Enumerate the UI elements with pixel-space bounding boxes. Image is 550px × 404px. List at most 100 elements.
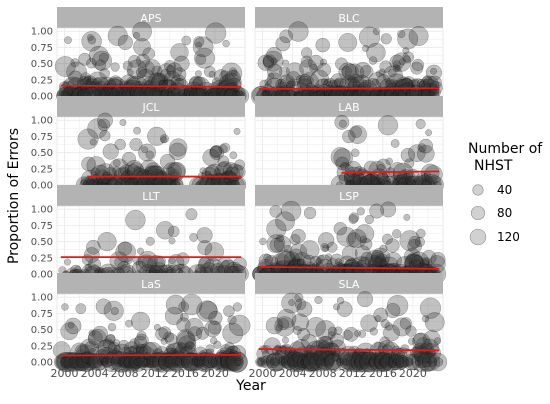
data-point bbox=[338, 62, 357, 81]
data-point bbox=[132, 21, 152, 42]
data-point bbox=[403, 213, 411, 221]
data-point bbox=[182, 353, 200, 371]
data-point bbox=[303, 353, 322, 371]
data-point bbox=[84, 341, 97, 354]
data-point bbox=[151, 65, 163, 77]
data-point bbox=[171, 358, 178, 366]
y-tick-label: 1.00 bbox=[31, 205, 53, 216]
data-point bbox=[374, 358, 383, 366]
data-point bbox=[379, 60, 392, 73]
data-point bbox=[256, 357, 266, 367]
data-point bbox=[201, 166, 218, 183]
data-point bbox=[84, 263, 93, 272]
data-point bbox=[176, 331, 196, 351]
data-point bbox=[423, 77, 434, 88]
facet-strip bbox=[255, 273, 443, 294]
data-point bbox=[402, 51, 414, 63]
data-point bbox=[215, 162, 232, 179]
data-point bbox=[133, 358, 141, 366]
data-point bbox=[97, 358, 105, 366]
data-point bbox=[199, 301, 218, 320]
data-point bbox=[232, 302, 242, 312]
data-point bbox=[351, 351, 372, 373]
data-point bbox=[335, 258, 343, 266]
data-point bbox=[54, 56, 76, 77]
y-tick-label: 0.75 bbox=[31, 221, 53, 232]
data-point bbox=[292, 252, 312, 271]
data-point bbox=[213, 353, 231, 371]
data-point bbox=[228, 67, 238, 76]
data-point bbox=[263, 337, 282, 355]
data-point bbox=[433, 357, 444, 367]
data-point bbox=[119, 74, 138, 93]
data-point bbox=[115, 87, 123, 95]
data-point bbox=[419, 75, 440, 96]
x-tick-label: 2008 bbox=[111, 367, 139, 380]
data-point bbox=[224, 342, 235, 353]
data-point bbox=[308, 54, 324, 71]
data-point bbox=[222, 39, 230, 48]
data-point bbox=[418, 352, 437, 372]
data-point bbox=[351, 348, 369, 365]
data-point bbox=[97, 112, 113, 129]
data-point bbox=[221, 353, 237, 369]
data-point bbox=[267, 63, 283, 80]
data-point bbox=[275, 211, 296, 232]
data-point bbox=[91, 50, 112, 71]
data-point bbox=[155, 221, 175, 240]
data-point bbox=[64, 36, 72, 45]
data-point bbox=[277, 251, 296, 270]
data-point bbox=[87, 118, 108, 139]
data-point bbox=[195, 41, 203, 49]
data-point bbox=[297, 355, 310, 369]
facet-strip bbox=[57, 7, 245, 28]
data-point bbox=[398, 78, 414, 94]
data-point bbox=[372, 27, 381, 36]
data-point bbox=[99, 130, 111, 142]
data-point bbox=[359, 351, 380, 373]
data-point bbox=[118, 339, 130, 351]
data-point bbox=[83, 247, 100, 263]
data-point bbox=[127, 162, 145, 180]
data-point bbox=[351, 148, 360, 158]
data-point bbox=[86, 156, 106, 176]
y-tick-label: 0.00 bbox=[31, 181, 53, 192]
data-point bbox=[371, 78, 379, 86]
data-point bbox=[223, 305, 235, 317]
panel-grid bbox=[57, 28, 245, 97]
data-point bbox=[215, 347, 236, 368]
data-point bbox=[79, 358, 87, 366]
data-point bbox=[207, 320, 222, 335]
data-point bbox=[282, 59, 290, 67]
data-point bbox=[199, 356, 211, 368]
data-point bbox=[226, 351, 248, 373]
data-point bbox=[230, 345, 238, 353]
data-point bbox=[360, 357, 370, 367]
data-point bbox=[385, 303, 401, 319]
data-point bbox=[266, 219, 287, 240]
data-point bbox=[181, 355, 194, 369]
data-point bbox=[141, 146, 149, 154]
data-point bbox=[258, 356, 270, 368]
data-point bbox=[297, 258, 305, 267]
data-point bbox=[204, 320, 222, 338]
facet-strip-label: LaS bbox=[141, 278, 161, 291]
data-point bbox=[423, 330, 441, 348]
data-point bbox=[168, 237, 176, 245]
data-point bbox=[80, 72, 92, 84]
data-point bbox=[385, 80, 392, 87]
data-point bbox=[400, 147, 416, 163]
data-point bbox=[362, 44, 369, 52]
y-tick-label: 0.00 bbox=[31, 358, 53, 369]
data-point bbox=[358, 256, 372, 270]
data-point bbox=[389, 354, 405, 370]
data-point bbox=[121, 151, 137, 166]
data-point bbox=[426, 83, 439, 96]
data-point bbox=[347, 73, 365, 91]
data-point bbox=[151, 351, 174, 373]
data-point bbox=[379, 336, 390, 347]
data-point bbox=[306, 317, 326, 337]
data-point bbox=[360, 251, 374, 265]
data-point bbox=[424, 312, 445, 333]
data-point bbox=[142, 47, 155, 60]
